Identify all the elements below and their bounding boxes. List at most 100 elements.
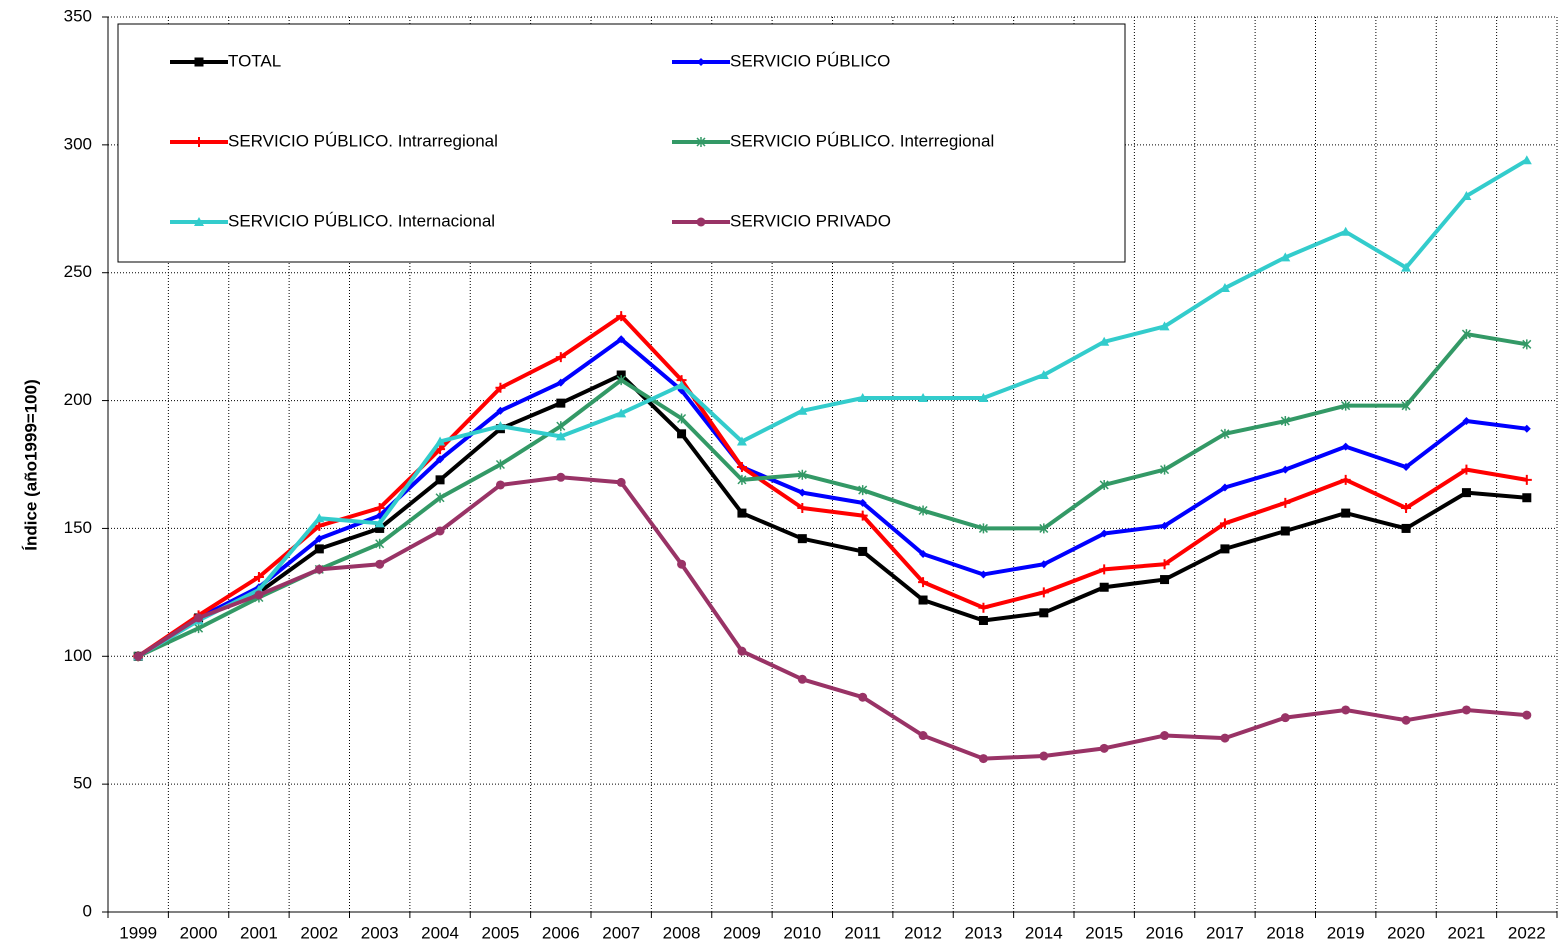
legend-label: SERVICIO PÚBLICO xyxy=(730,51,890,70)
marker xyxy=(797,534,807,544)
marker xyxy=(555,431,566,441)
marker xyxy=(1280,526,1290,536)
marker xyxy=(375,538,385,549)
marker xyxy=(677,559,687,569)
marker xyxy=(1461,464,1472,475)
x-tick-label: 2010 xyxy=(783,923,821,942)
series-line xyxy=(137,158,1528,659)
marker xyxy=(1099,743,1109,753)
x-tick-label: 2012 xyxy=(904,923,942,942)
marker xyxy=(1220,483,1229,492)
marker xyxy=(616,311,627,322)
marker xyxy=(798,488,807,497)
marker xyxy=(194,137,204,147)
x-tick-label: 2017 xyxy=(1206,923,1244,942)
marker xyxy=(978,393,989,403)
marker xyxy=(314,520,325,531)
y-tick-label: 150 xyxy=(64,518,92,537)
marker xyxy=(1340,474,1351,485)
marker xyxy=(1099,564,1110,575)
marker xyxy=(496,406,505,415)
marker xyxy=(1219,518,1230,529)
marker xyxy=(1160,575,1170,585)
y-tick-label: 300 xyxy=(64,134,92,153)
marker xyxy=(737,508,747,518)
y-tick-label: 250 xyxy=(64,262,92,281)
x-tick-label: 2019 xyxy=(1327,923,1365,942)
marker xyxy=(616,477,626,487)
x-tick-label: 2009 xyxy=(723,923,761,942)
marker xyxy=(495,421,506,431)
marker xyxy=(1462,417,1471,426)
marker xyxy=(616,408,627,418)
marker xyxy=(1099,479,1109,490)
marker xyxy=(978,523,988,534)
marker xyxy=(797,674,807,684)
marker xyxy=(1280,713,1290,723)
x-tick-label: 2011 xyxy=(844,923,881,942)
marker xyxy=(616,375,626,386)
marker xyxy=(797,469,807,480)
marker xyxy=(194,623,204,634)
marker xyxy=(556,398,566,408)
marker xyxy=(556,378,565,387)
x-tick-label: 2001 xyxy=(240,923,278,942)
marker xyxy=(797,405,808,415)
marker xyxy=(556,421,566,432)
marker xyxy=(978,754,988,764)
marker xyxy=(1220,733,1230,743)
marker xyxy=(1160,464,1170,475)
legend-label: SERVICIO PRIVADO xyxy=(730,211,891,230)
marker xyxy=(1401,262,1412,272)
marker xyxy=(1341,508,1351,518)
series-line xyxy=(137,337,1528,658)
marker xyxy=(1341,442,1350,451)
marker xyxy=(1340,226,1351,236)
marker xyxy=(1039,523,1049,534)
marker xyxy=(918,577,929,588)
marker xyxy=(696,217,706,227)
y-tick-label: 0 xyxy=(83,901,92,920)
marker xyxy=(374,502,385,513)
marker xyxy=(194,57,204,67)
marker xyxy=(1099,582,1109,592)
marker xyxy=(737,474,747,485)
marker xyxy=(1522,339,1532,350)
marker xyxy=(978,615,988,625)
marker xyxy=(495,459,505,470)
marker xyxy=(1039,560,1048,569)
x-tick-label: 2003 xyxy=(361,923,399,942)
marker xyxy=(495,480,505,490)
y-tick-label: 350 xyxy=(64,6,92,25)
marker xyxy=(736,436,747,446)
marker xyxy=(858,498,867,507)
legend-label: SERVICIO PÚBLICO. Interregional xyxy=(730,131,994,150)
marker xyxy=(918,731,928,741)
marker xyxy=(133,651,143,661)
marker xyxy=(736,462,747,473)
marker xyxy=(314,564,324,574)
x-tick-label: 2014 xyxy=(1025,923,1063,942)
x-tick-label: 2005 xyxy=(482,923,520,942)
x-tick-label: 2016 xyxy=(1146,923,1184,942)
marker xyxy=(616,370,626,380)
series-line xyxy=(137,475,1527,761)
marker xyxy=(697,58,705,66)
marker xyxy=(1038,370,1049,379)
marker xyxy=(1280,497,1291,508)
marker xyxy=(797,502,808,513)
marker xyxy=(1461,488,1471,498)
marker xyxy=(314,544,324,554)
marker xyxy=(1159,559,1170,570)
marker xyxy=(435,436,446,446)
marker xyxy=(1402,463,1411,472)
marker xyxy=(1522,424,1531,433)
marker xyxy=(1160,521,1169,530)
marker xyxy=(1100,529,1109,538)
marker xyxy=(495,382,506,393)
marker xyxy=(1461,705,1471,715)
marker xyxy=(1220,428,1230,439)
marker xyxy=(1341,705,1351,715)
